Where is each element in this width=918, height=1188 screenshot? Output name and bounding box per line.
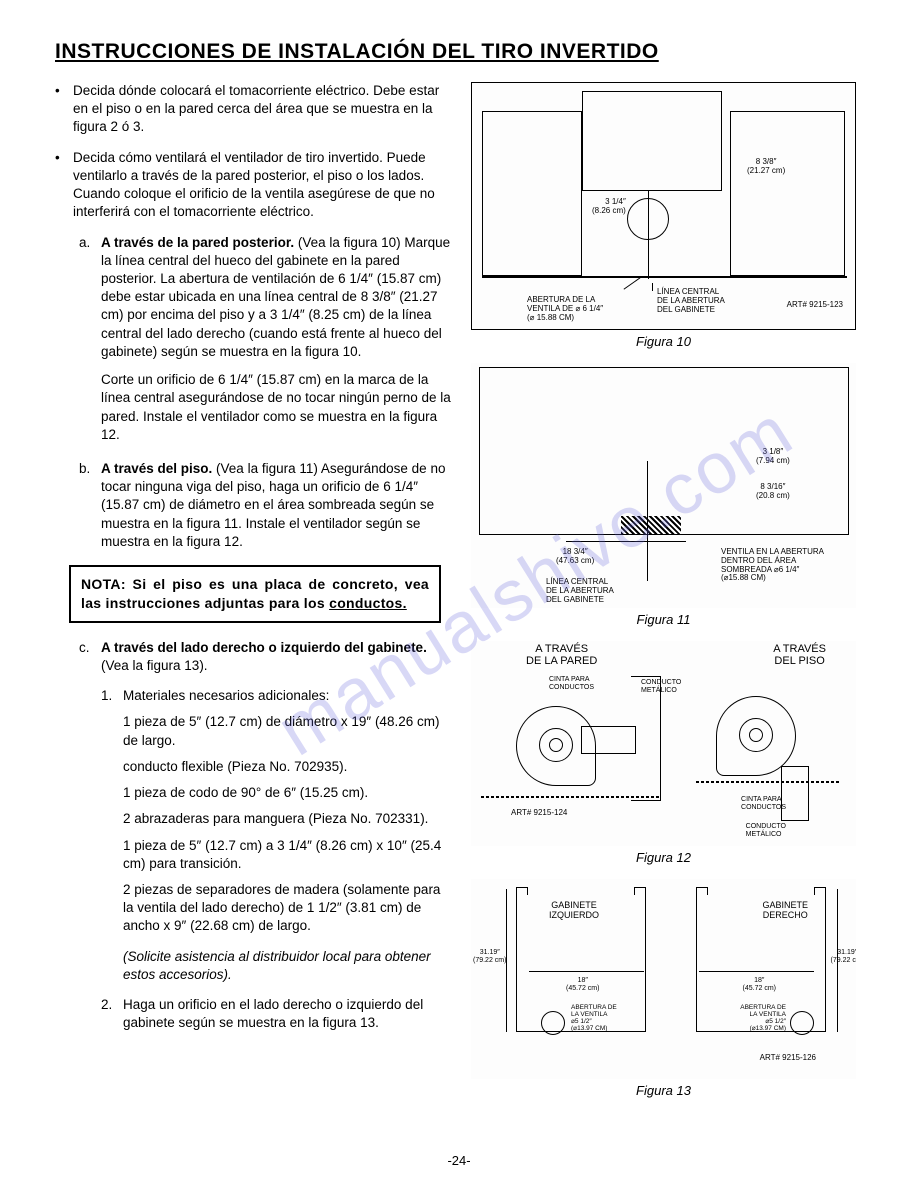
figure-11: 3 1/8″ (7.94 cm) 8 3/16″ (20.8 cm) 18 3/… [471,363,856,608]
left-column: • Decida dónde colocará el tomacorriente… [55,82,451,1112]
item-a-body: A través de la pared posterior. (Vea la … [101,235,450,359]
item-c2-label: 2. [101,996,123,1032]
fig11-dim1: 3 1/8″ (7.94 cm) [756,448,790,466]
fig13-vent-l: ABERTURA DE LA VENTILA ⌀5 1/2″ (⌀13.97 C… [571,1004,617,1033]
note-box: NOTA: Si el piso es una placa de concret… [69,565,441,623]
item-c-title: A través del lado derecho o izquierdo de… [101,640,427,655]
fig11-caption: Figura 11 [471,612,856,627]
item-c2: 2. Haga un orificio en el lado derecho o… [101,996,451,1032]
c1-c: 1 pieza de codo de 90° de 6″ (15.25 cm). [123,784,451,802]
c1-b: conducto flexible (Pieza No. 702935). [123,758,451,776]
fig11-dim2: 8 3/16″ (20.8 cm) [756,483,790,501]
fig13-right-label: GABINETE DERECHO [762,901,808,921]
fig10-dim1: 8 3/8″ (21.27 cm) [747,158,785,176]
c1-italic: (Solicite asistencia al distribuidor loc… [123,948,451,984]
item-c-body: A través del lado derecho o izquierdo de… [101,640,427,673]
item-a-para2: Corte un orificio de 6 1/4″ (15.87 cm) e… [101,371,451,444]
fig11-label-center: LÍNEA CENTRAL DE LA ABERTURA DEL GABINET… [546,578,614,604]
item-c1-text: Materiales necesarios adicionales: [123,687,451,705]
item-c1: 1. Materiales necesarios adicionales: [101,687,451,705]
item-a-label: a. [79,234,101,444]
fig10-label-center: LÍNEA CENTRAL DE LA ABERTURA DEL GABINET… [657,288,725,314]
fig12-cinta-r: CINTA PARA CONDUCTOS [741,796,786,811]
c1-f: 2 piezas de separadores de madera (solam… [123,881,451,936]
fig12-cinta-l: CINTA PARA CONDUCTOS [549,676,594,691]
item-c-rest: (Vea la figura 13). [101,658,208,673]
fig13-caption: Figura 13 [471,1083,856,1098]
c1-d: 2 abrazaderas para manguera (Pieza No. 7… [123,810,451,828]
fig10-dim2: 3 1/4″ (8.26 cm) [592,198,626,216]
figure-12: A TRAVÉS DE LA PARED A TRAVÉS DEL PISO C… [471,641,856,846]
content-columns: • Decida dónde colocará el tomacorriente… [55,82,863,1112]
fig12-right-title: A TRAVÉS DEL PISO [773,643,826,667]
page-number: -24- [0,1153,918,1168]
c1-a: 1 pieza de 5″ (12.7 cm) de diámetro x 19… [123,713,451,749]
item-c1-label: 1. [101,687,123,705]
item-c2-text: Haga un orificio en el lado derecho o iz… [123,996,451,1032]
figure-10: 8 3/8″ (21.27 cm) 3 1/4″ (8.26 cm) ABERT… [471,82,856,330]
fig13-art: ART# 9215-126 [760,1054,816,1063]
item-c-label: c. [79,639,101,675]
bullet-1: • Decida dónde colocará el tomacorriente… [55,82,451,137]
fig12-art: ART# 9215-124 [511,809,567,818]
figure-13: GABINETE IZQUIERDO 31.19″ (79.22 cm) 18″… [471,879,856,1079]
bullet-mark: • [55,82,73,137]
bullet-2-text: Decida cómo ventilará el ventilador de t… [73,149,451,222]
item-b-body: A través del piso. (Vea la figura 11) As… [101,461,445,549]
fig13-dimw-l: 18″ (45.72 cm) [566,977,599,992]
note-underlined: conductos. [329,595,407,611]
fig13-dimw-r: 18″ (45.72 cm) [743,977,776,992]
item-b-title: A través del piso. [101,461,212,476]
bullet-2: • Decida cómo ventilará el ventilador de… [55,149,451,222]
fig13-left-label: GABINETE IZQUIERDO [549,901,599,921]
fig13-vent-r: ABERTURA DE LA VENTILA ⌀5 1/2″ (⌀13.97 C… [740,1004,786,1033]
fig12-cond-r: CONDUCTO METÁLICO [746,823,786,838]
item-a: a. A través de la pared posterior. (Vea … [79,234,451,444]
fig10-caption: Figura 10 [471,334,856,349]
page-title: INSTRUCCIONES DE INSTALACIÓN DEL TIRO IN… [55,40,863,64]
fig13-dimh-l: 31.19″ (79.22 cm) [473,949,506,964]
item-c: c. A través del lado derecho o izquierdo… [79,639,451,675]
item-a-rest: (Vea la figura 10) Marque la línea centr… [101,235,450,359]
item-b-label: b. [79,460,101,551]
fig11-dim3: 18 3/4″ (47.63 cm) [556,548,594,566]
bullet-1-text: Decida dónde colocará el tomacorriente e… [73,82,451,137]
fig10-art: ART# 9215-123 [787,301,843,310]
fig10-label-left: ABERTURA DE LA VENTILA DE ⌀ 6 1/4″ (⌀ 15… [527,296,603,322]
bullet-mark: • [55,149,73,222]
fig12-caption: Figura 12 [471,850,856,865]
fig11-label-right: VENTILA EN LA ABERTURA DENTRO DEL ÁREA S… [721,548,824,583]
item-a-title: A través de la pared posterior. [101,235,294,250]
item-b: b. A través del piso. (Vea la figura 11)… [79,460,451,551]
fig13-dimh-r: 31.19″ (79.22 cm) [831,949,856,964]
fig12-left-title: A TRAVÉS DE LA PARED [526,643,597,667]
c1-e: 1 pieza de 5″ (12.7 cm) a 3 1/4″ (8.26 c… [123,837,451,873]
fig12-cond-l: CONDUCTO METÁLICO [641,679,681,694]
right-column: 8 3/8″ (21.27 cm) 3 1/4″ (8.26 cm) ABERT… [471,82,856,1112]
